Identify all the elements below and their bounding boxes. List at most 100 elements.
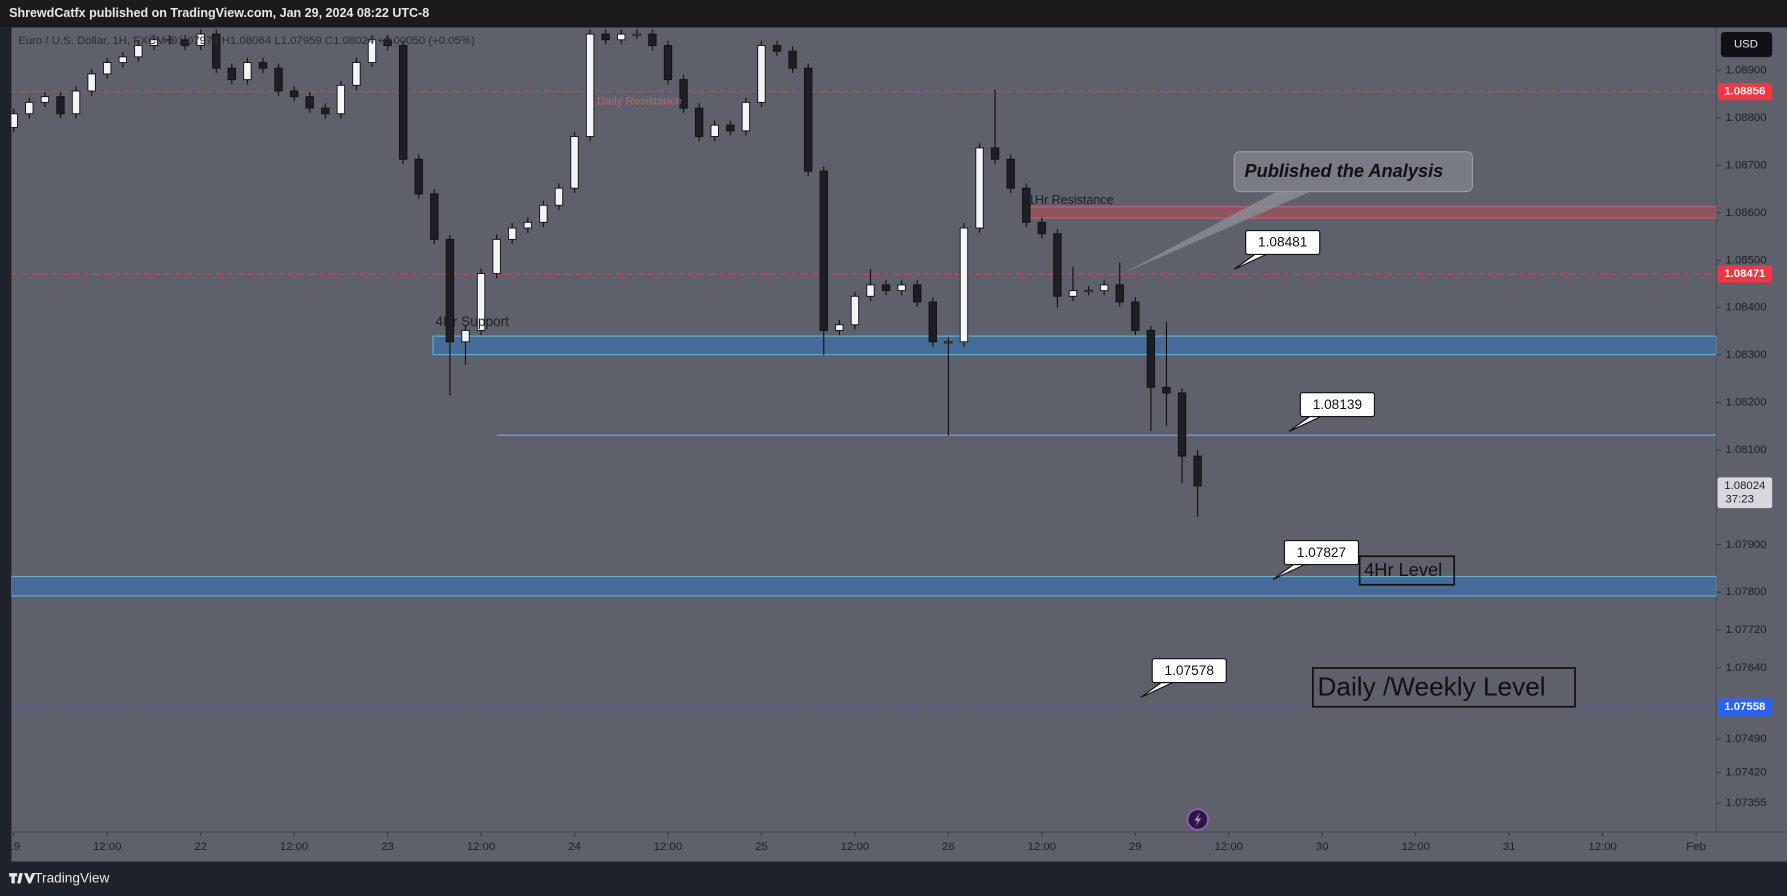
- candle-body: [913, 284, 922, 303]
- candle-body: [87, 73, 96, 92]
- candle-body: [414, 158, 423, 195]
- callout-label: 1.07827: [1297, 545, 1346, 560]
- candle-body: [352, 62, 361, 86]
- legend: Euro / U.S. Dollar, 1H, FXCM O1.07974 H1…: [18, 35, 475, 47]
- candle-body: [990, 147, 1000, 160]
- zone: [1025, 206, 1717, 219]
- candle-body: [134, 45, 143, 58]
- annotation-box: [1358, 555, 1456, 586]
- candle-body: [881, 284, 891, 292]
- callout-label: 1.08481: [1258, 235, 1307, 250]
- header: ShrewdCatfx published on TradingView.com…: [9, 6, 429, 20]
- candle-body: [601, 33, 610, 41]
- y-tick-label: 1.08800: [1725, 112, 1766, 124]
- x-tick-label: 12:00: [1588, 841, 1616, 853]
- x-tick-label: 19: [7, 841, 20, 853]
- candle-body: [710, 124, 719, 137]
- candle-body: [835, 324, 844, 331]
- annotation: Daily /Weekly Level: [1317, 671, 1545, 701]
- candle-body: [56, 96, 65, 115]
- candle-body: [819, 170, 828, 331]
- candle-body: [959, 227, 969, 343]
- y-tick-label: 1.07800: [1725, 586, 1766, 598]
- plot-area: [11, 27, 1717, 833]
- candle-body: [1006, 158, 1015, 189]
- candle-body: [585, 33, 595, 137]
- logo: [9, 873, 36, 884]
- x-tick-label: 30: [1316, 841, 1329, 853]
- candle-body: [617, 33, 626, 41]
- candle-body: [788, 50, 797, 69]
- y-tick-label: 1.07355: [1725, 797, 1766, 809]
- candle-body: [928, 301, 937, 343]
- price-tag-label: 1.08856: [1724, 85, 1765, 97]
- x-tick-label: 26: [942, 841, 955, 853]
- candle-body: [492, 238, 501, 274]
- event-icon-glyph: [1194, 812, 1202, 827]
- x-tick-label: 12:00: [93, 841, 121, 853]
- candle-body: [975, 147, 984, 229]
- candle-body: [243, 62, 252, 81]
- price-tag: [1717, 698, 1773, 716]
- currency[interactable]: USD: [1734, 39, 1758, 51]
- candle-body: [180, 39, 190, 46]
- x-tick-label: 12:00: [1401, 841, 1429, 853]
- y-tick-label: 1.08500: [1725, 254, 1766, 266]
- countdown: 37:23: [1725, 494, 1753, 506]
- y-tick-label: 1.07900: [1725, 539, 1766, 551]
- candle-body: [694, 107, 704, 137]
- zones: [11, 90, 1717, 708]
- candle-body: [321, 107, 330, 115]
- x-tick-label: 12:00: [1215, 841, 1243, 853]
- candle-body: [476, 273, 486, 331]
- candle-body: [1099, 284, 1109, 292]
- y-tick-label: 1.08700: [1725, 159, 1766, 171]
- x-tick-label: 29: [1129, 841, 1142, 853]
- y-tick-label: 1.08600: [1725, 207, 1766, 219]
- candle-body: [367, 39, 377, 64]
- callout-box: [1151, 658, 1227, 684]
- candle-body: [539, 204, 548, 223]
- candle-body: [772, 45, 782, 52]
- x-tick-label: 31: [1503, 841, 1516, 853]
- candle-body: [430, 193, 439, 240]
- zone: [432, 335, 1717, 356]
- candle-body: [850, 295, 860, 326]
- candle-body: [944, 341, 953, 344]
- candle-body: [71, 90, 81, 115]
- candle-body: [1084, 290, 1093, 293]
- current-price-label: 1.08024: [1724, 480, 1765, 492]
- candle-body: [1177, 392, 1187, 457]
- candle-body: [305, 96, 314, 109]
- candle-body: [1037, 221, 1047, 235]
- candle-body: [648, 33, 657, 46]
- candle-body: [398, 45, 408, 160]
- x-tick-label: 12:00: [841, 841, 869, 853]
- candle-body: [679, 79, 688, 109]
- y-tick-label: 1.08200: [1725, 397, 1766, 409]
- x-tick-label: 12:00: [1028, 841, 1056, 853]
- price-tag-label: 1.08471: [1724, 268, 1766, 280]
- callout-box: [1283, 540, 1360, 566]
- x-tick-label: 12:00: [280, 841, 308, 853]
- price-tag-label: 1.07558: [1724, 701, 1765, 713]
- currency-button[interactable]: [1720, 32, 1773, 58]
- candle-body: [866, 284, 875, 297]
- candle-body: [803, 67, 813, 172]
- footer-text: TradingView: [34, 870, 109, 885]
- annotation: Daily Resistance: [597, 96, 682, 108]
- candle-body: [554, 187, 564, 206]
- candle-body: [118, 56, 127, 64]
- candle-body: [11, 113, 18, 128]
- candle-body: [445, 238, 455, 343]
- annotation-box: [1312, 667, 1576, 708]
- candle-body: [196, 33, 205, 46]
- callout-box: [1299, 392, 1376, 418]
- price-tag: [1717, 265, 1773, 283]
- x-tick-label: 24: [568, 841, 581, 853]
- zone: [11, 575, 1717, 597]
- candle-body: [289, 90, 299, 98]
- candle-body: [40, 96, 50, 103]
